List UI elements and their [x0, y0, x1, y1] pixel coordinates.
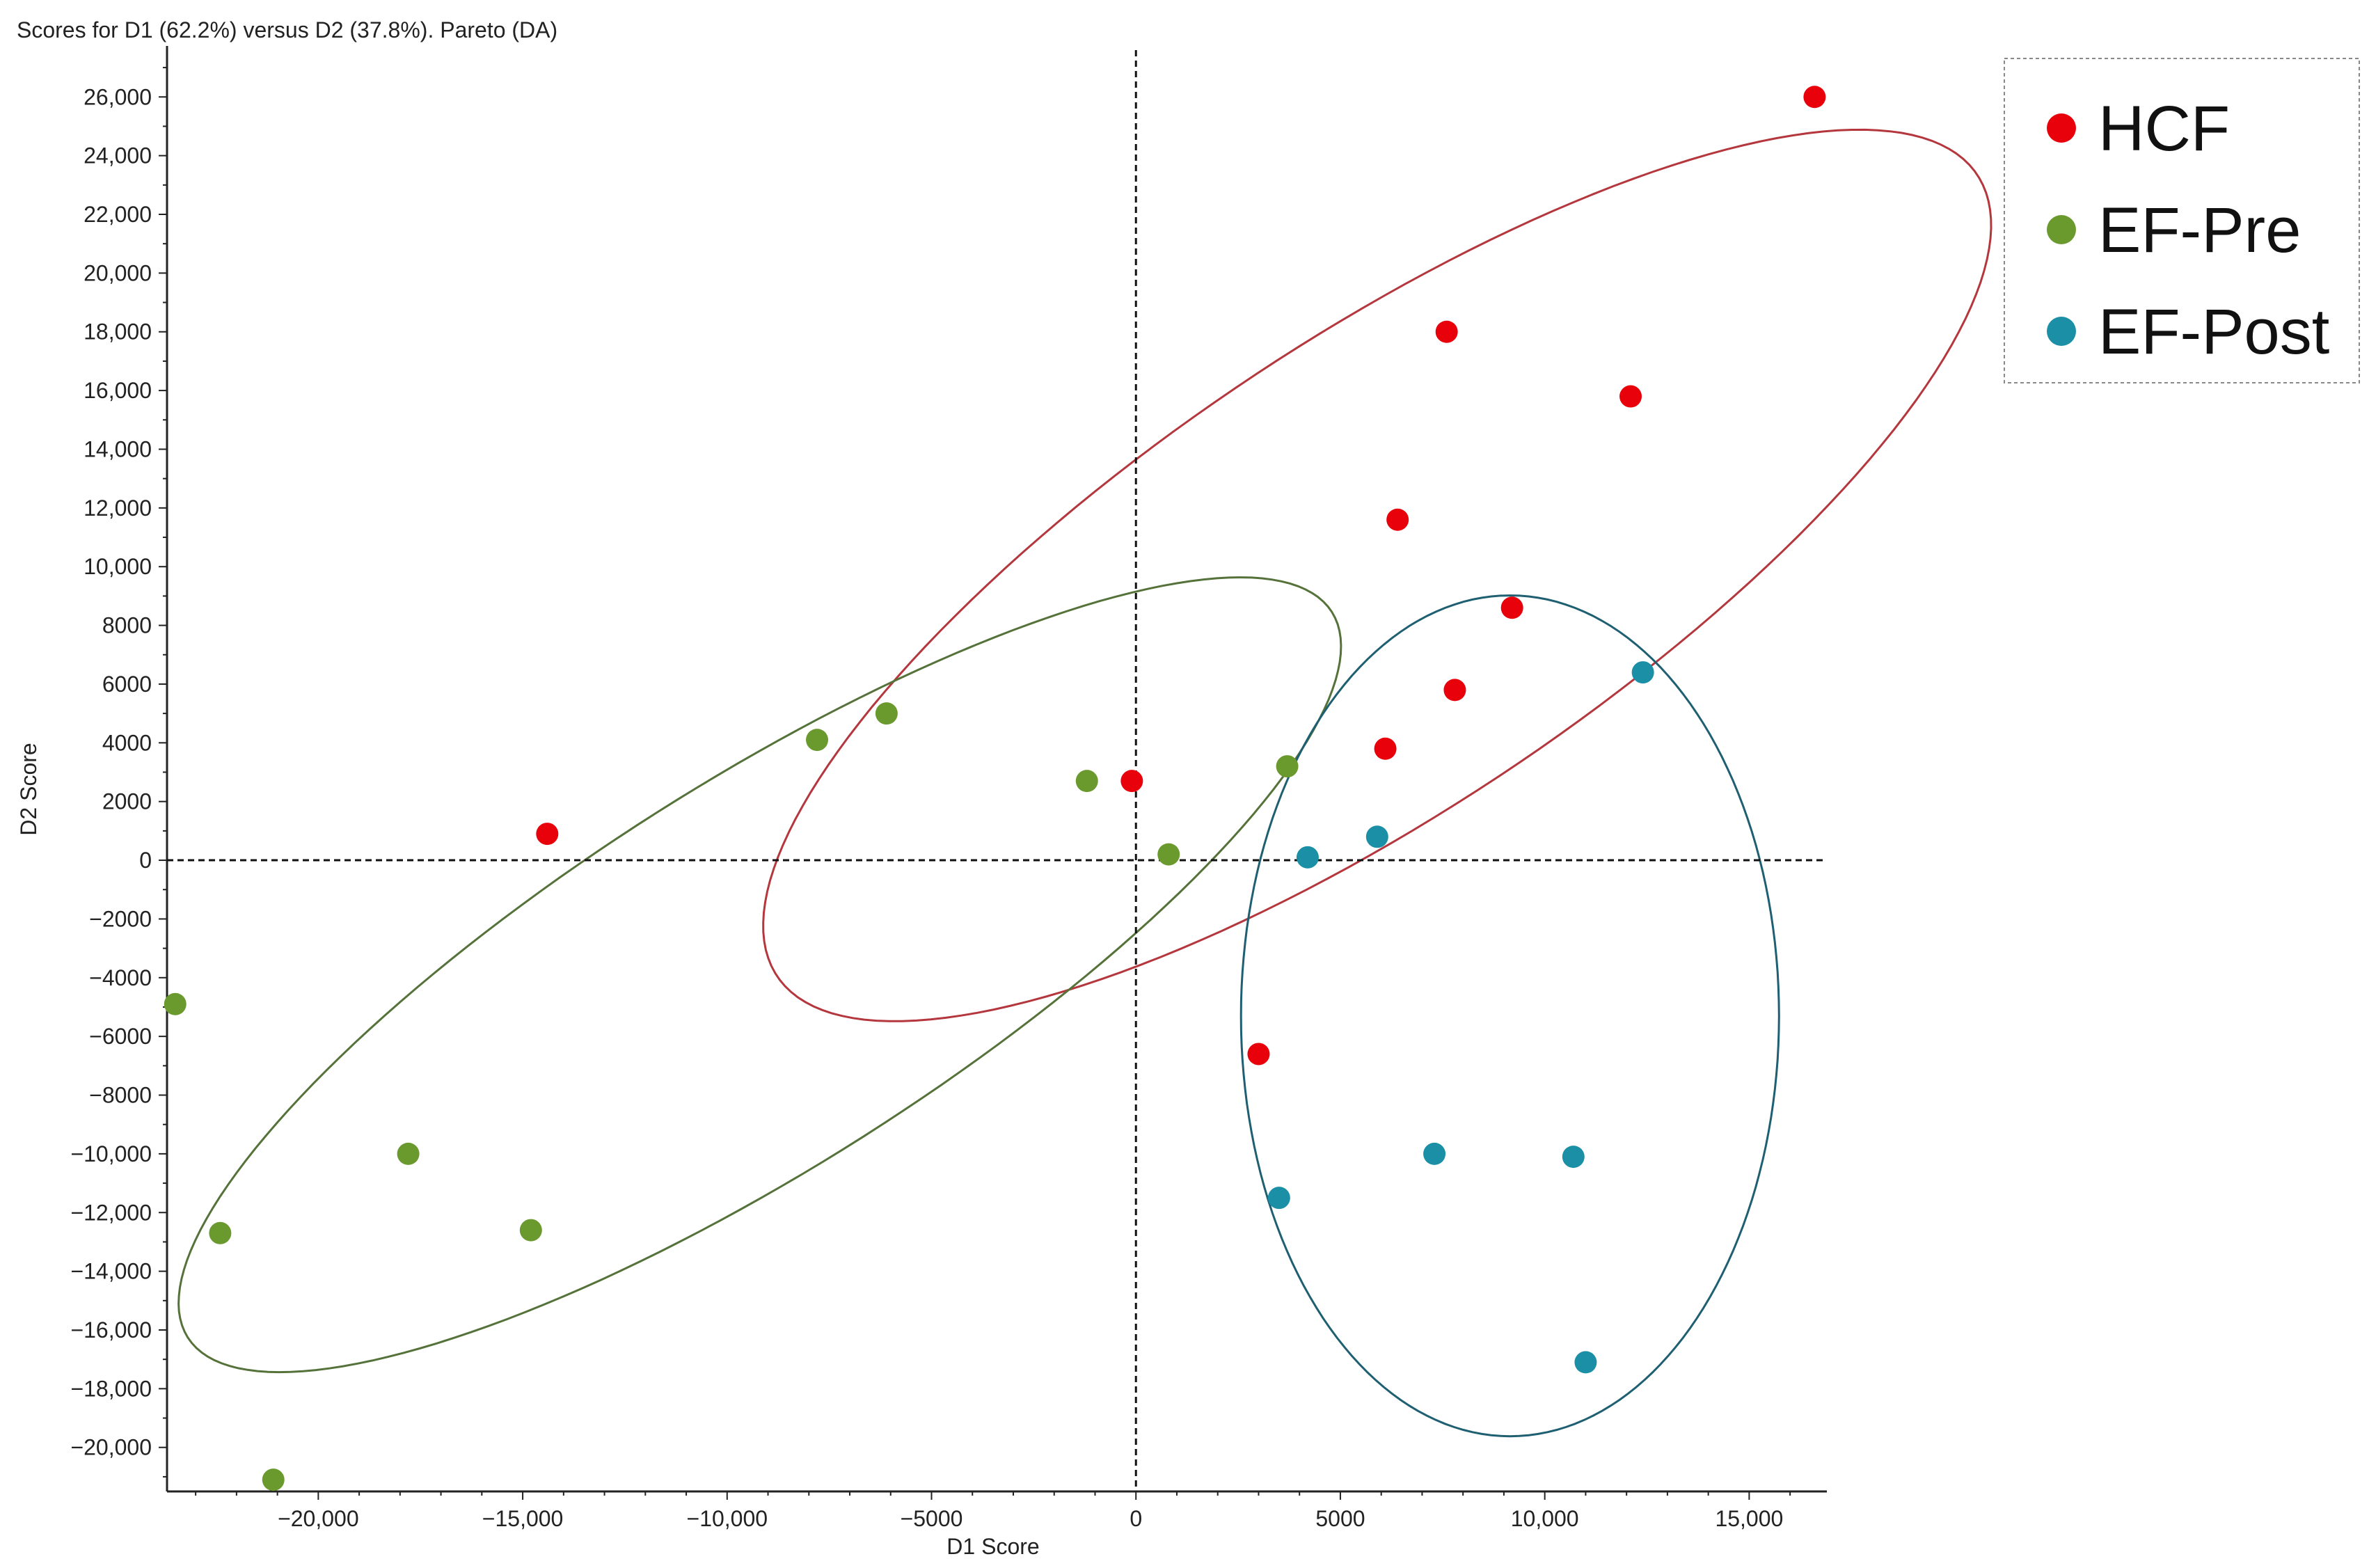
chart-title: Scores for D1 (62.2%) versus D2 (37.8%).… — [17, 17, 557, 42]
point-ef-pre — [875, 702, 898, 725]
x-axis-title: D1 Score — [946, 1534, 1039, 1559]
y-tick-label: 8000 — [102, 613, 152, 638]
y-tick-label: 12,000 — [84, 496, 152, 521]
y-tick-label: −20,000 — [70, 1435, 152, 1460]
x-tick-label: 15,000 — [1715, 1506, 1783, 1531]
point-ef-pre — [1075, 770, 1098, 793]
point-hcf — [1120, 770, 1143, 793]
point-hcf — [1500, 596, 1523, 619]
y-tick-label: −6000 — [89, 1024, 152, 1049]
y-tick-label: −14,000 — [70, 1259, 152, 1284]
point-ef-pre — [1276, 755, 1299, 778]
y-tick-label: 22,000 — [84, 202, 152, 227]
point-hcf — [1374, 737, 1397, 760]
y-tick-label: 2000 — [102, 789, 152, 814]
x-tick-label: 0 — [1130, 1506, 1142, 1531]
point-ef-post — [1365, 825, 1388, 848]
legend-label-ef-post: EF-Post — [2098, 296, 2329, 367]
point-hcf — [1247, 1043, 1270, 1066]
point-ef-post — [1296, 846, 1319, 869]
axes: −20,000 −18,000 −16,000 −14,000 −12,000 −10,0… — [70, 46, 1827, 1531]
legend-marker-ef-post — [2047, 317, 2076, 346]
y-tick-label: 14,000 — [84, 436, 152, 461]
y-tick-label: −10,000 — [70, 1141, 152, 1166]
ellipse-ef-post — [1239, 594, 1780, 1438]
y-tick-label: 0 — [139, 848, 152, 873]
x-tick-label: −10,000 — [687, 1506, 768, 1531]
point-ef-post — [1423, 1142, 1446, 1165]
legend-marker-hcf — [2047, 113, 2076, 143]
ellipse-hcf — [762, 128, 1992, 1022]
legend-marker-ef-pre — [2047, 215, 2076, 244]
confidence-ellipses — [177, 128, 1992, 1438]
legend: HCF EF-Pre EF-Post — [2004, 58, 2360, 383]
y-tick-label: 10,000 — [84, 554, 152, 579]
y-tick-label: −12,000 — [70, 1200, 152, 1225]
data-points — [164, 86, 1826, 1491]
point-ef-pre — [262, 1468, 285, 1491]
point-ef-pre — [397, 1142, 420, 1165]
y-axis-title: D2 Score — [16, 743, 41, 835]
point-ef-post — [1631, 661, 1654, 684]
y-tick-label: 18,000 — [84, 319, 152, 345]
point-ef-post — [1574, 1351, 1597, 1374]
point-hcf — [1803, 86, 1826, 109]
point-hcf — [1435, 320, 1458, 343]
y-tick-label: −16,000 — [70, 1317, 152, 1343]
point-ef-pre — [164, 992, 187, 1015]
point-hcf — [1386, 508, 1409, 531]
y-tick-label: −8000 — [89, 1083, 152, 1108]
point-hcf — [1619, 385, 1642, 408]
x-tick-label: 5000 — [1315, 1506, 1365, 1531]
legend-label-ef-pre: EF-Pre — [2098, 195, 2301, 266]
point-ef-pre — [806, 729, 829, 752]
point-ef-pre — [519, 1219, 542, 1242]
x-tick-label: −20,000 — [278, 1506, 359, 1531]
legend-box — [2004, 58, 2360, 383]
point-ef-pre — [1157, 843, 1180, 866]
x-tick-label: 10,000 — [1511, 1506, 1579, 1531]
x-tick-label: −15,000 — [482, 1506, 564, 1531]
point-hcf — [1443, 679, 1466, 702]
point-hcf — [536, 823, 559, 846]
y-tick-label: 6000 — [102, 672, 152, 697]
y-tick-label: 24,000 — [84, 143, 152, 168]
y-tick-label: 20,000 — [84, 260, 152, 285]
x-tick-label: −5000 — [901, 1506, 963, 1531]
y-tick-label: −18,000 — [70, 1376, 152, 1401]
zero-lines — [167, 50, 1827, 1491]
point-ef-post — [1562, 1146, 1585, 1169]
y-tick-label: 26,000 — [84, 84, 152, 109]
y-tick-label: 4000 — [102, 730, 152, 755]
legend-label-hcf: HCF — [2098, 93, 2230, 164]
ellipse-ef-pre — [177, 576, 1342, 1374]
point-ef-post — [1267, 1187, 1290, 1210]
y-tick-label: 16,000 — [84, 378, 152, 403]
y-tick-label: −2000 — [89, 906, 152, 931]
point-ef-pre — [209, 1221, 232, 1244]
y-tick-label: −4000 — [89, 965, 152, 990]
